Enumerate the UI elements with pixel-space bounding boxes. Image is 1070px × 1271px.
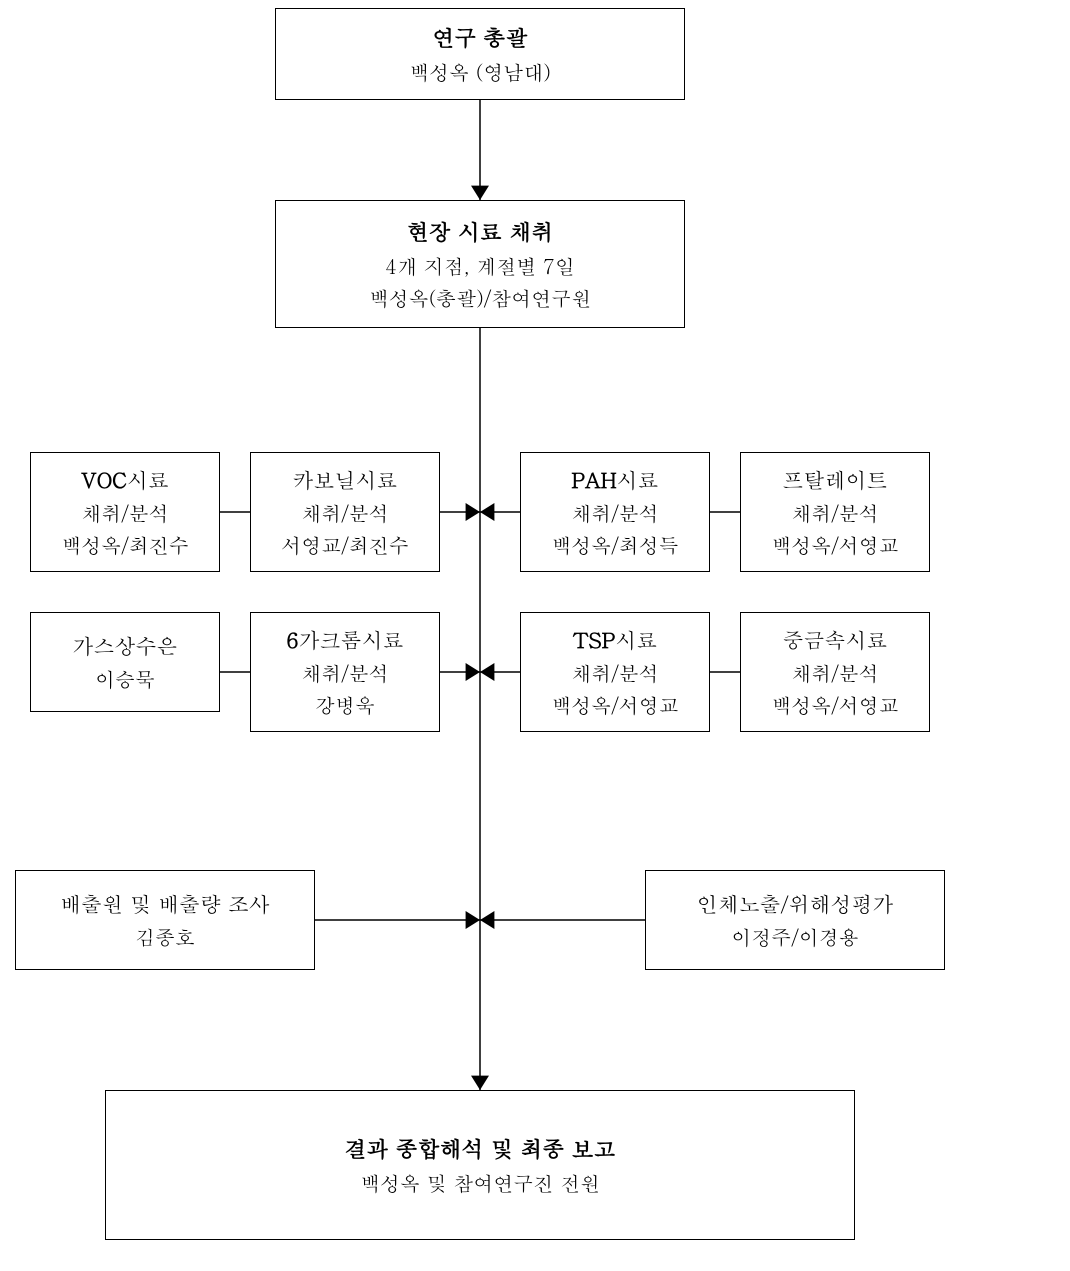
box-heavy-line1: 채취/분석 bbox=[791, 657, 879, 689]
box-tsp-line1: 채취/분석 bbox=[571, 657, 659, 689]
box-voc: VOC시료 채취/분석 백성옥/최진수 bbox=[30, 452, 220, 572]
box-voc-title: VOC시료 bbox=[81, 463, 169, 497]
box-tsp-title: TSP시료 bbox=[573, 623, 658, 657]
box-phthalate: 프탈레이트 채취/분석 백성옥/서영교 bbox=[740, 452, 930, 572]
box-final-line1: 백성옥 및 참여연구진 전원 bbox=[360, 1167, 600, 1199]
box-carbonyl-line1: 채취/분석 bbox=[301, 497, 389, 529]
box-cr6-line1: 채취/분석 bbox=[301, 657, 389, 689]
box-tsp: TSP시료 채취/분석 백성옥/서영교 bbox=[520, 612, 710, 732]
box-top: 연구 총괄 백성옥 (영남대) bbox=[275, 8, 685, 100]
box-final-title: 결과 종합해석 및 최종 보고 bbox=[344, 1131, 615, 1166]
box-pah: PAH시료 채취/분석 백성옥/최성득 bbox=[520, 452, 710, 572]
box-stage2-line1: 4개 지점, 계절별 7일 bbox=[385, 250, 575, 282]
box-pah-line2: 백성옥/최성득 bbox=[551, 529, 679, 561]
box-emission-line1: 김종호 bbox=[135, 921, 195, 953]
box-pah-line1: 채취/분석 bbox=[571, 497, 659, 529]
box-risk-line1: 이정주/이경용 bbox=[731, 921, 859, 953]
box-stage2-title: 현장 시료 채취 bbox=[407, 214, 554, 249]
box-carbonyl-title: 카보닐시료 bbox=[293, 463, 398, 497]
box-stage2: 현장 시료 채취 4개 지점, 계절별 7일 백성옥(총괄)/참여연구원 bbox=[275, 200, 685, 328]
box-top-title: 연구 총괄 bbox=[432, 20, 527, 55]
box-voc-line1: 채취/분석 bbox=[81, 497, 169, 529]
box-mercury-line1: 이승묵 bbox=[95, 663, 155, 695]
box-top-line1: 백성옥 (영남대) bbox=[409, 56, 551, 88]
box-heavy-title: 중금속시료 bbox=[783, 623, 888, 657]
box-carbonyl-line2: 서영교/최진수 bbox=[281, 529, 409, 561]
box-voc-line2: 백성옥/최진수 bbox=[61, 529, 189, 561]
box-risk: 인체노출/위해성평가 이정주/이경용 bbox=[645, 870, 945, 970]
box-heavy-line2: 백성옥/서영교 bbox=[771, 689, 899, 721]
box-cr6-title: 6가크롬시료 bbox=[286, 623, 404, 657]
box-stage2-line2: 백성옥(총괄)/참여연구원 bbox=[369, 282, 592, 314]
box-mercury: 가스상수은 이승묵 bbox=[30, 612, 220, 712]
box-final: 결과 종합해석 및 최종 보고 백성옥 및 참여연구진 전원 bbox=[105, 1090, 855, 1240]
box-phthalate-title: 프탈레이트 bbox=[783, 463, 888, 497]
box-phthalate-line1: 채취/분석 bbox=[791, 497, 879, 529]
box-emission-title: 배출원 및 배출량 조사 bbox=[60, 887, 270, 921]
box-carbonyl: 카보닐시료 채취/분석 서영교/최진수 bbox=[250, 452, 440, 572]
box-risk-title: 인체노출/위해성평가 bbox=[697, 887, 894, 921]
box-heavy: 중금속시료 채취/분석 백성옥/서영교 bbox=[740, 612, 930, 732]
box-cr6: 6가크롬시료 채취/분석 강병욱 bbox=[250, 612, 440, 732]
box-pah-title: PAH시료 bbox=[571, 463, 658, 497]
box-emission: 배출원 및 배출량 조사 김종호 bbox=[15, 870, 315, 970]
box-tsp-line2: 백성옥/서영교 bbox=[551, 689, 679, 721]
box-cr6-line2: 강병욱 bbox=[315, 689, 375, 721]
box-mercury-title: 가스상수은 bbox=[73, 629, 178, 663]
box-phthalate-line2: 백성옥/서영교 bbox=[771, 529, 899, 561]
